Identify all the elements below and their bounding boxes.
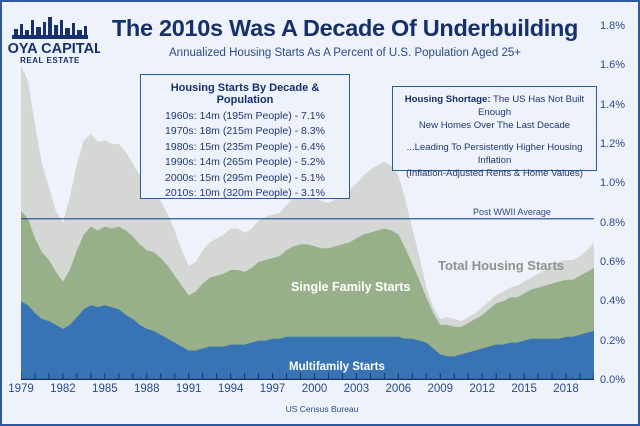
x-axis-tick: 2015 bbox=[511, 383, 537, 395]
y-axis-tick: 0.2% bbox=[600, 334, 626, 347]
decade-summary-row: 2000s: 15m (295m People) - 5.1% bbox=[165, 171, 325, 184]
chart-subtitle: Annualized Housing Starts As A Percent o… bbox=[169, 47, 521, 59]
x-axis: 1979 1982 1985 1988 1991 1994 1997 2000 2003 2006… bbox=[8, 383, 594, 403]
decade-summary-box: Housing Starts By Decade & Population 19… bbox=[140, 74, 350, 199]
housing-shortage-box: Housing Shortage: The US Has Not Built E… bbox=[392, 86, 597, 179]
y-axis-tick: 0.8% bbox=[600, 216, 626, 229]
x-axis-tick: 2003 bbox=[343, 383, 370, 395]
logo-name: HOYA CAPITAL bbox=[8, 41, 100, 57]
decade-summary-row: 1990s: 14m (265m People) - 5.2% bbox=[165, 156, 325, 168]
stacked-area-chart bbox=[21, 65, 594, 380]
series-label-single-family-starts: Single Family Starts bbox=[291, 280, 411, 294]
x-axis-tick: 1982 bbox=[50, 383, 76, 395]
decade-summary-rows: 1960s: 14m (195m People) - 7.1% 1970s: 18… bbox=[141, 110, 349, 200]
x-axis-tick: 1994 bbox=[217, 383, 244, 395]
y-axis-tick: 0.4% bbox=[600, 295, 626, 308]
housing-shortage-line-2: New Homes Over The Last Decade bbox=[418, 119, 571, 131]
x-axis-tick: 2006 bbox=[385, 383, 412, 395]
post-wwii-average-label: Post WWII Average bbox=[473, 206, 551, 217]
x-axis-tick: 1991 bbox=[175, 383, 202, 395]
y-axis-tick: 1.4% bbox=[600, 98, 626, 111]
decade-summary-row: 1960s: 14m (195m People) - 7.1% bbox=[165, 109, 325, 122]
y-axis-tick: 0.0% bbox=[600, 374, 626, 386]
series-label-total-housing-starts: Total Housing Starts bbox=[438, 258, 565, 273]
x-axis-tick: 1997 bbox=[259, 383, 286, 395]
area-multifamily-starts bbox=[21, 301, 594, 380]
x-axis-tick: 2018 bbox=[553, 383, 579, 395]
source-label: US Census Bureau bbox=[285, 404, 359, 414]
x-axis-tick: 1979 bbox=[8, 383, 34, 395]
y-axis-tick: 0.6% bbox=[600, 256, 626, 268]
housing-shortage-line-1: Housing Shortage: The US Has Not Built E… bbox=[401, 94, 588, 120]
housing-shortage-text-1: The US Has Not Built Enough bbox=[477, 94, 585, 118]
housing-shortage-line-4: (Inflation-Adjusted Rents & Home Values) bbox=[406, 167, 583, 179]
decade-summary-row: 1980s: 15m (235m People) - 6.4% bbox=[165, 140, 325, 153]
x-axis-tick: 2012 bbox=[469, 383, 495, 395]
y-axis: 0.0% 0.2% 0.4% 0.6% 0.8% 1.0% 1.2% 1.4% 1.6% 1.8% bbox=[600, 20, 640, 386]
y-axis-tick: 1.8% bbox=[600, 20, 626, 32]
x-axis-tick: 2009 bbox=[427, 383, 454, 395]
decade-summary-row: 1970s: 18m (215m People) - 8.3% bbox=[165, 125, 325, 137]
decade-summary-heading: Housing Starts By Decade & Population bbox=[170, 82, 320, 106]
hoya-capital-logo: HOYA CAPITAL REAL ESTATE bbox=[8, 11, 100, 67]
x-axis-tick: 1988 bbox=[133, 383, 160, 395]
housing-shortage-line-3: ...Leading To Persistently Higher Housin… bbox=[406, 141, 583, 166]
logo-tagline: REAL ESTATE bbox=[20, 56, 80, 65]
decade-summary-row: 2010s: 10m (320m People) - 3.1% bbox=[165, 187, 325, 199]
chart-title: The 2010s Was A Decade Of Underbuilding bbox=[111, 15, 579, 41]
y-axis-tick: 1.6% bbox=[600, 59, 626, 72]
x-axis-tick: 1985 bbox=[92, 383, 118, 395]
y-axis-tick: 1.2% bbox=[600, 138, 626, 150]
series-label-multifamily-starts: Multifamily Starts bbox=[289, 361, 385, 373]
x-axis-tick: 2000 bbox=[301, 383, 328, 395]
chart-plot-area bbox=[21, 26, 594, 380]
housing-shortage-label: Housing Shortage: bbox=[404, 94, 491, 105]
city-skyline-icon: HOYA CAPITAL REAL ESTATE bbox=[8, 17, 100, 65]
y-axis-tick: 1.0% bbox=[600, 177, 626, 190]
